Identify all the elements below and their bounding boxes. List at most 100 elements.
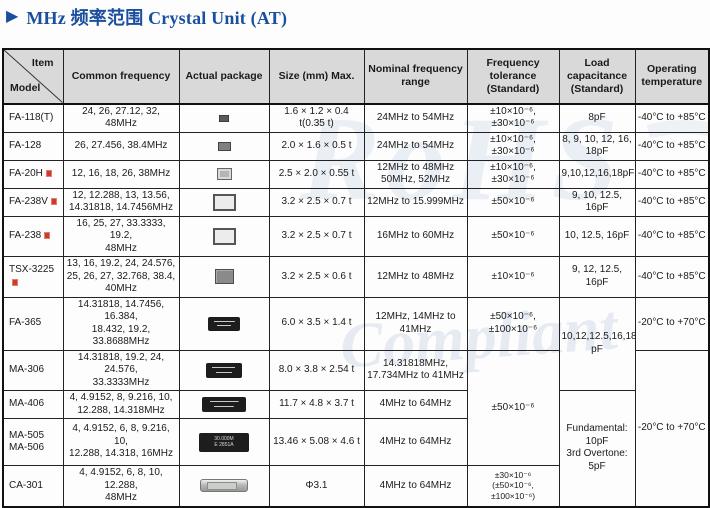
size-cell: Φ3.1	[268, 465, 365, 507]
new-marker-icon	[50, 197, 57, 205]
nominal-cell: 24MHz to 54MHz	[363, 131, 468, 161]
nominal-cell: 4MHz to 64MHz	[363, 390, 468, 419]
package-photo	[212, 193, 236, 211]
tolerance-cell: ±10×10⁻⁶, ±30×10⁻⁶	[466, 103, 560, 133]
package-cell	[178, 131, 270, 161]
nominal-cell: 16MHz to 60MHz	[363, 215, 468, 257]
package-cell	[178, 296, 270, 351]
package-cell	[178, 465, 270, 507]
temp-cell: -40°C to +85°C	[634, 256, 710, 298]
title-arrow-icon: ▶	[6, 8, 19, 25]
package-cell	[178, 159, 270, 189]
header-actual-package: Actual package	[178, 48, 270, 105]
temp-cell: -40°C to +85°C	[634, 103, 710, 133]
tolerance-cell: ±10×10⁻⁶, ±30×10⁻⁶	[466, 131, 560, 161]
package-photo	[219, 114, 229, 122]
frequency-cell: 12, 16, 18, 26, 38MHz	[62, 159, 180, 189]
package-cell	[178, 349, 270, 391]
frequency-cell: 4, 4.9152, 6, 8, 9.216, 10, 12.288, 14.3…	[62, 418, 180, 466]
nominal-cell: 24MHz to 54MHz	[363, 103, 468, 133]
load-cell: 8pF	[558, 103, 636, 133]
size-cell: 3.2 × 2.5 × 0.7 t	[268, 187, 365, 217]
model-label: FA-238V	[9, 195, 48, 207]
load-cell: 10, 12.5, 16pF	[558, 215, 636, 257]
tolerance-cell-merged: ±50×10⁻⁶	[466, 349, 560, 466]
load-cell: 9, 12, 12.5, 16pF	[558, 256, 636, 298]
temp-cell: -40°C to +85°C	[634, 215, 710, 257]
table-row: FA-128 26, 27.456, 38.4MHz 2.0 × 1.6 × 0…	[2, 131, 710, 161]
size-cell: 3.2 × 2.5 × 0.6 t	[268, 256, 365, 298]
nominal-cell: 14.31818MHz, 17.734MHz to 41MHz	[363, 349, 468, 391]
package-cell	[178, 256, 270, 298]
package-cell	[178, 187, 270, 217]
header-tolerance: Frequency tolerance (Standard)	[466, 48, 560, 105]
header-item-label: Item	[31, 57, 54, 69]
frequency-cell: 14.31818, 19.2, 24, 24.576, 33.3333MHz	[62, 349, 180, 391]
table-row: FA-238 16, 25, 27, 33.3333, 19.2, 48MHz …	[2, 215, 710, 257]
size-cell: 3.2 × 2.5 × 0.7 t	[268, 215, 365, 257]
model-cell: MA-505 MA-506	[2, 418, 64, 466]
size-cell: 13.46 × 5.08 × 4.6 t	[268, 418, 365, 466]
package-photo	[200, 479, 248, 493]
table-row: FA-238V 12, 12.288, 13, 13.56, 14.31818,…	[2, 187, 710, 217]
frequency-cell: 16, 25, 27, 33.3333, 19.2, 48MHz	[62, 215, 180, 257]
table-row: FA-118(T) 24, 26, 27.12, 32, 48MHz 1.6 ×…	[2, 103, 710, 133]
package-photo	[214, 269, 234, 285]
new-marker-icon	[12, 278, 18, 286]
package-photo: 30.000M E 2851A	[199, 432, 249, 452]
nominal-cell: 4MHz to 64MHz	[363, 418, 468, 466]
model-cell: FA-238	[2, 215, 64, 257]
package-cell: 30.000M E 2851A	[178, 418, 270, 466]
frequency-cell: 12, 12.288, 13, 13.56, 14.31818, 14.7456…	[62, 187, 180, 217]
package-photo	[208, 316, 240, 331]
page-title-text: MHz 频率范围 Crystal Unit (AT)	[26, 8, 288, 28]
temp-cell: -20°C to +70°C	[634, 296, 710, 351]
model-cell: FA-365	[2, 296, 64, 351]
tolerance-cell: ±50×10⁻⁶, ±100×10⁻⁶	[466, 296, 560, 351]
size-cell: 2.0 × 1.6 × 0.5 t	[268, 131, 365, 161]
load-cell: 8, 9, 10, 12, 16, 18pF	[558, 131, 636, 161]
model-cell: FA-238V	[2, 187, 64, 217]
tolerance-cell: ±10×10⁻⁶, ±30×10⁻⁶	[466, 159, 560, 189]
model-cell: FA-20H	[2, 159, 64, 189]
header-common-frequency: Common frequency	[62, 48, 180, 105]
model-cell: CA-301	[2, 465, 64, 507]
header-size: Size (mm) Max.	[268, 48, 365, 105]
tolerance-cell: ±10×10⁻⁶	[466, 256, 560, 298]
size-cell: 1.6 × 1.2 × 0.4 t(0.35 t)	[268, 103, 365, 133]
load-cell: 9, 10, 12.5, 16pF	[558, 187, 636, 217]
model-cell: MA-406	[2, 390, 64, 419]
package-cell	[178, 103, 270, 133]
diagonal-divider	[4, 50, 62, 102]
new-marker-icon	[44, 231, 51, 239]
package-photo	[217, 141, 231, 151]
page-title: ▶ MHz 频率范围 Crystal Unit (AT)	[6, 4, 287, 30]
nominal-cell: 12MHz to 15.999MHz	[363, 187, 468, 217]
crystal-unit-spec-table: Item Model Common frequency Actual packa…	[2, 48, 710, 508]
header-load-capacitance: Load capacitance (Standard)	[558, 48, 636, 105]
package-photo	[216, 168, 232, 180]
table-row: FA-20H 12, 16, 18, 26, 38MHz 2.5 × 2.0 ×…	[2, 159, 710, 189]
size-cell: 2.5 × 2.0 × 0.55 t	[268, 159, 365, 189]
temp-cell-merged: -20°C to +70°C	[634, 349, 710, 507]
package-label: 30.000M E 2851A	[214, 435, 234, 449]
frequency-cell: 14.31818, 14.7456, 16.384, 18.432, 19.2,…	[62, 296, 180, 351]
model-cell: MA-306	[2, 349, 64, 391]
frequency-cell: 26, 27.456, 38.4MHz	[62, 131, 180, 161]
nominal-cell: 12MHz, 14MHz to 41MHz	[363, 296, 468, 351]
package-cell	[178, 215, 270, 257]
nominal-cell: 12MHz to 48MHz 50MHz, 52MHz	[363, 159, 468, 189]
package-photo	[212, 227, 236, 245]
load-cell-merged: 10,12,12.5,16,18 pF	[558, 296, 636, 391]
table-header-row: Item Model Common frequency Actual packa…	[2, 48, 710, 105]
header-item-model: Item Model	[2, 48, 64, 105]
header-nominal-range: Nominal frequency range	[363, 48, 468, 105]
model-label: FA-20H	[9, 167, 43, 179]
tolerance-cell: ±30×10⁻⁶ (±50×10⁻⁶, ±100×10⁻⁶)	[466, 465, 560, 507]
frequency-cell: 13, 16, 19.2, 24, 24.576, 25, 26, 27, 32…	[62, 256, 180, 298]
load-cell: 9,10,12,16,18pF	[558, 159, 636, 189]
table-row: MA-406 4, 4.9152, 8, 9.216, 10, 12.288, …	[2, 390, 709, 507]
model-label: FA-238	[9, 230, 42, 241]
package-photo	[206, 362, 242, 378]
package-cell	[178, 390, 270, 419]
